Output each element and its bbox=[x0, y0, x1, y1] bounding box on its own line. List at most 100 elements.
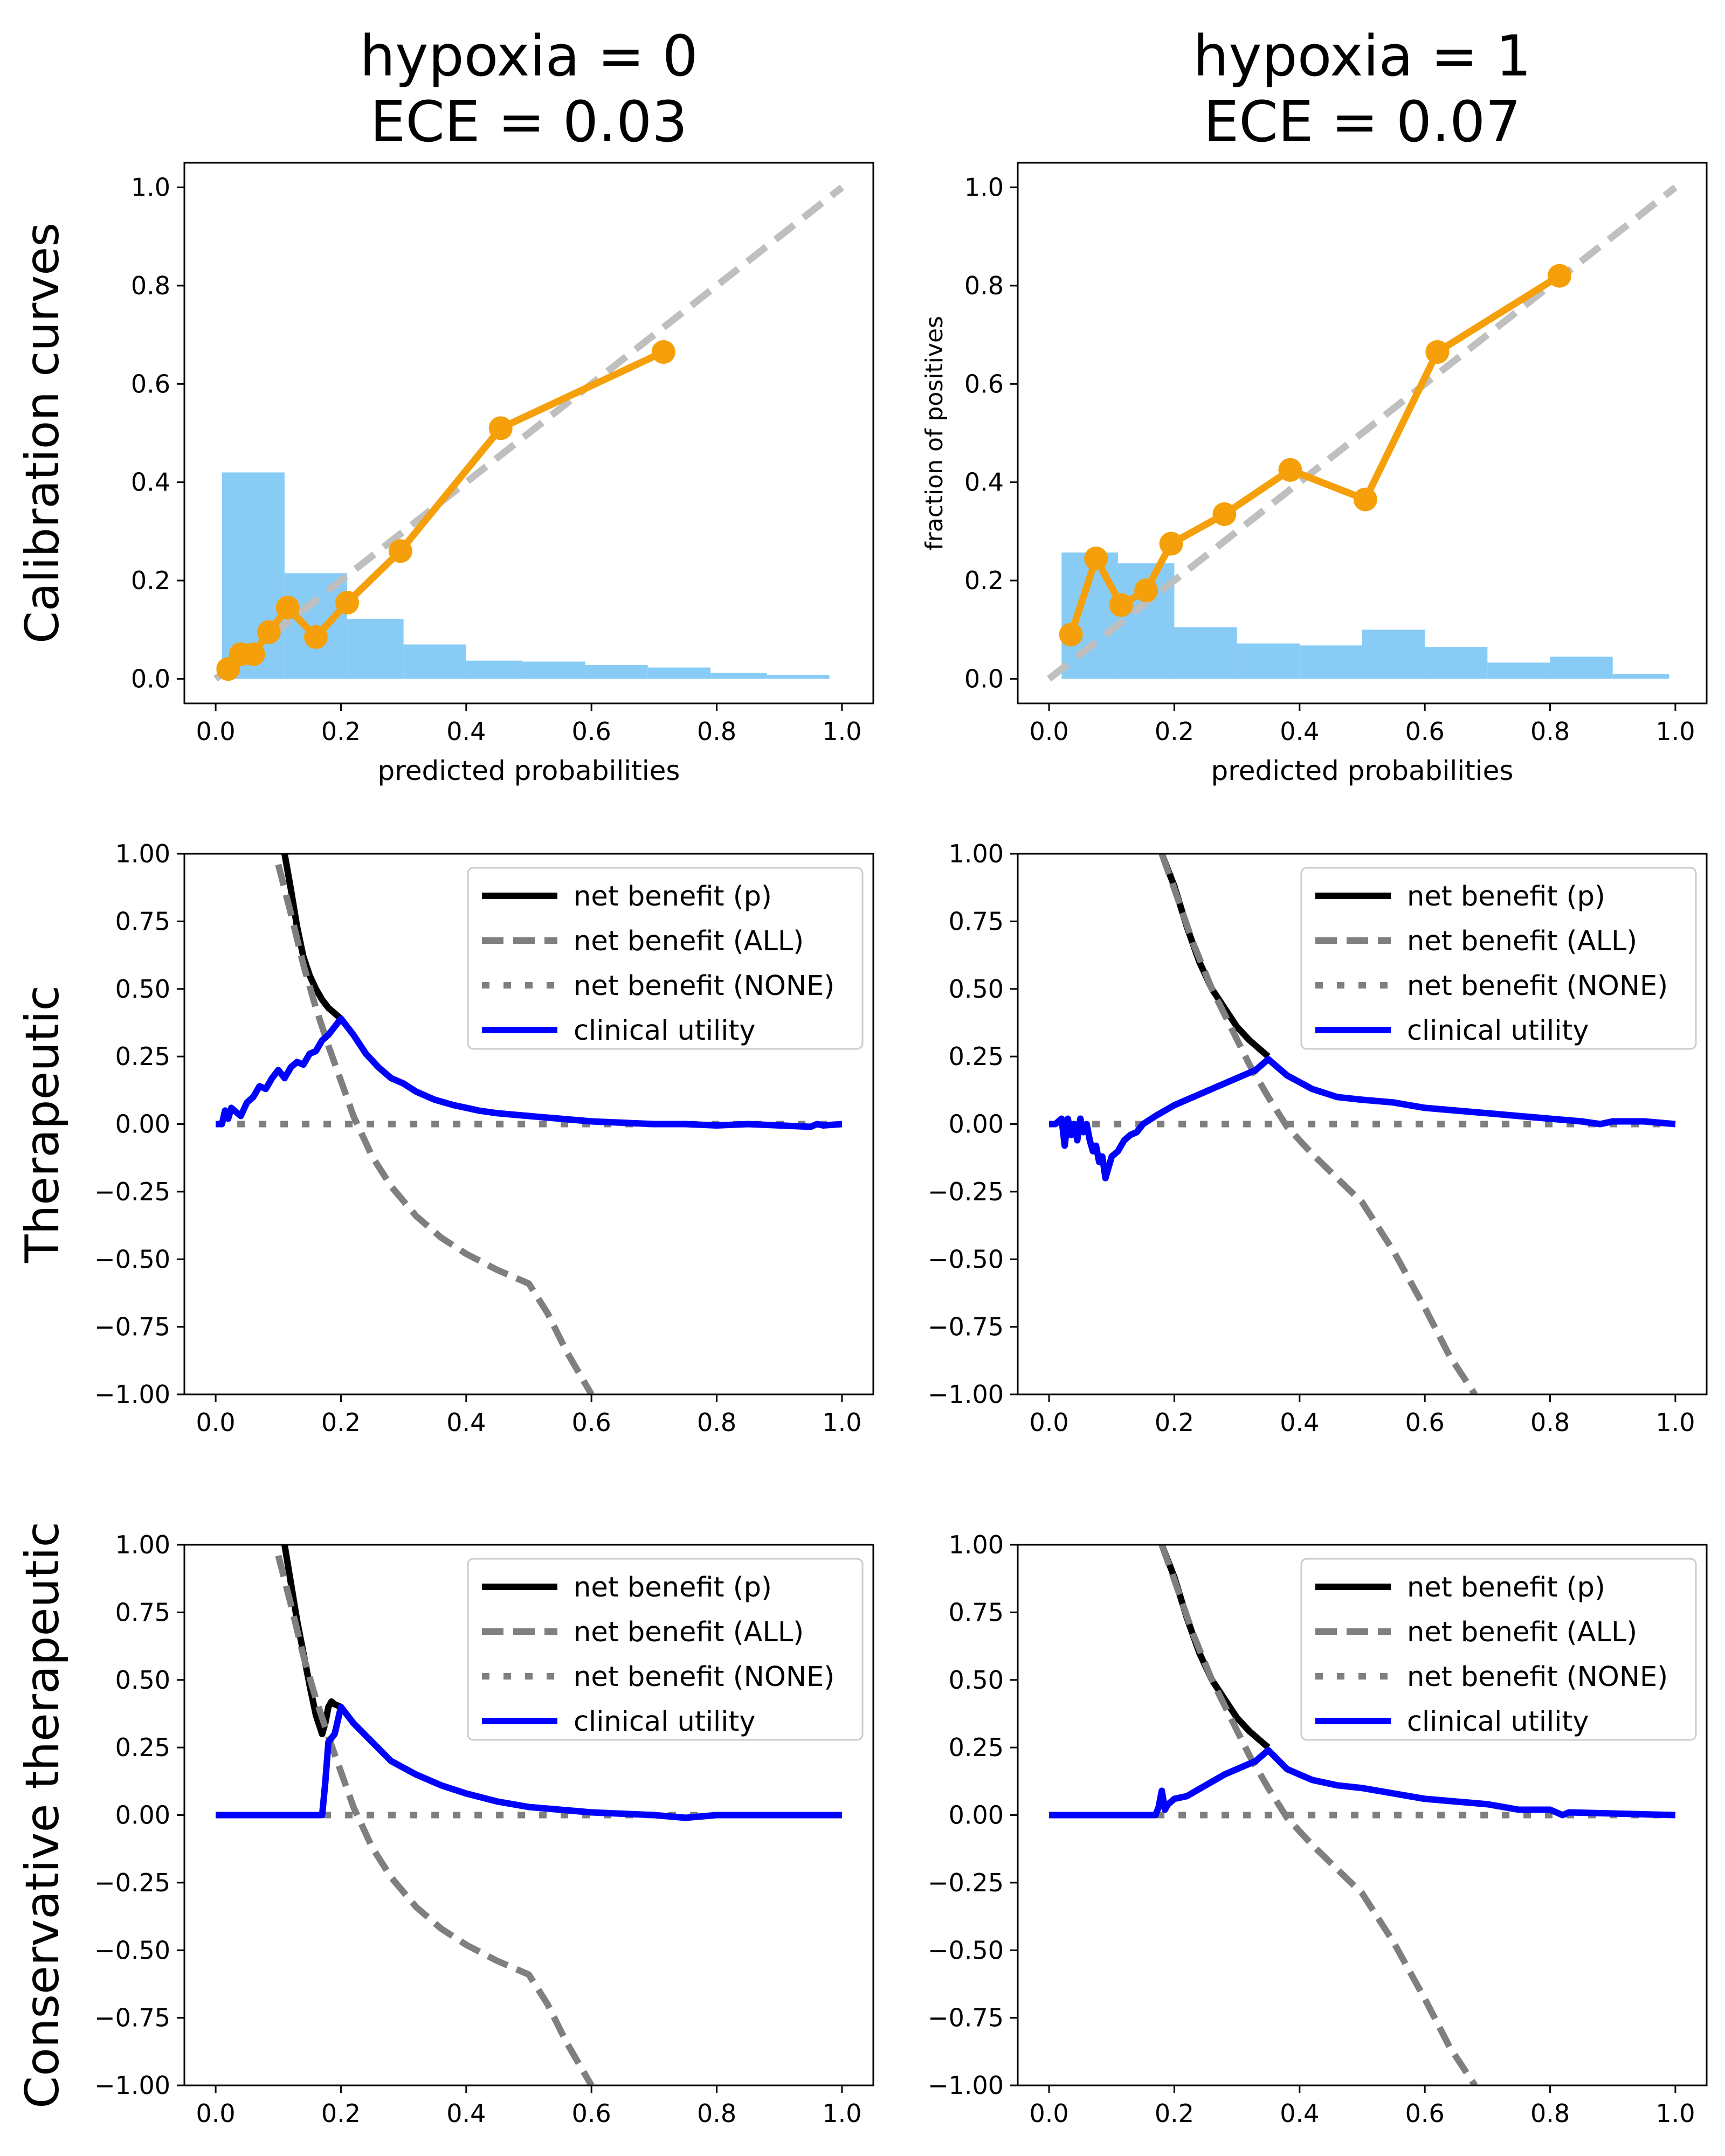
axes-frame bbox=[1017, 162, 1708, 704]
legend-box bbox=[1300, 1558, 1697, 1741]
calibration-point bbox=[1059, 623, 1083, 647]
x-tick-label: 1.0 bbox=[822, 1408, 861, 1437]
x-tick-label: 1.0 bbox=[1655, 2099, 1695, 2128]
calibration-point bbox=[1109, 593, 1133, 617]
x-tick-label: 0.6 bbox=[1405, 2099, 1445, 2128]
series-line-clinical-utility bbox=[216, 1703, 842, 1821]
x-tick-label: 0.2 bbox=[1155, 1408, 1194, 1437]
histogram-bar bbox=[647, 667, 710, 679]
y-tick-label: 0.50 bbox=[115, 1666, 170, 1695]
y-tick-label: −1.00 bbox=[94, 1380, 170, 1409]
y-tick-label: 0.0 bbox=[964, 664, 1004, 693]
column-title-line-1: hypoxia = 1 bbox=[1193, 23, 1531, 89]
y-axis-label: fraction of positives bbox=[921, 316, 948, 550]
y-tick-label: −0.25 bbox=[928, 1868, 1004, 1897]
y-tick-label: 0.50 bbox=[115, 975, 170, 1004]
y-tick-label: 0.2 bbox=[964, 566, 1004, 595]
y-tick-label: −0.75 bbox=[94, 1312, 170, 1342]
legend-label: net benefit (p) bbox=[574, 1572, 772, 1604]
legend-label: clinical utility bbox=[1407, 1706, 1589, 1738]
histogram-bar bbox=[585, 665, 648, 679]
histogram-bar bbox=[1174, 627, 1237, 679]
y-tick-label: 0.75 bbox=[949, 1598, 1004, 1627]
plot-area bbox=[1049, 854, 1676, 1394]
row-label: Therapeutic bbox=[16, 985, 70, 1263]
y-tick-label: −1.00 bbox=[928, 2071, 1004, 2100]
diagonal-reference-line bbox=[213, 184, 844, 682]
x-tick-label: 0.4 bbox=[1280, 717, 1319, 746]
legend-label: net benefit (p) bbox=[574, 881, 772, 913]
y-tick-label: 1.0 bbox=[131, 173, 170, 202]
x-tick-label: 0.0 bbox=[1030, 1408, 1069, 1437]
x-tick-label: 0.8 bbox=[1530, 2099, 1570, 2128]
x-tick-label: 0.0 bbox=[1030, 717, 1069, 746]
y-tick-label: 1.00 bbox=[115, 839, 170, 868]
calibration-point bbox=[1278, 458, 1302, 482]
calibration-point bbox=[388, 539, 412, 563]
calibration-point bbox=[1547, 264, 1571, 288]
legend-label: net benefit (NONE) bbox=[574, 970, 834, 1002]
x-tick-label: 0.6 bbox=[1405, 1408, 1445, 1437]
legend-label: net benefit (NONE) bbox=[1407, 970, 1668, 1002]
calibration-point bbox=[241, 642, 265, 666]
x-tick-label: 0.0 bbox=[196, 717, 236, 746]
histogram-bar bbox=[1299, 645, 1362, 679]
x-tick-label: 0.4 bbox=[446, 2099, 486, 2128]
x-tick-label: 0.0 bbox=[196, 1408, 236, 1437]
y-tick-label: 1.00 bbox=[949, 1530, 1004, 1559]
y-tick-label: −0.50 bbox=[94, 1245, 170, 1274]
y-tick-label: 0.4 bbox=[964, 468, 1004, 497]
y-tick-label: −0.75 bbox=[94, 2003, 170, 2033]
y-tick-label: −0.25 bbox=[928, 1177, 1004, 1206]
y-tick-label: 1.00 bbox=[949, 839, 1004, 868]
y-tick-label: 0.75 bbox=[115, 1598, 170, 1627]
legend-label: net benefit (p) bbox=[1407, 881, 1605, 913]
calibration-point bbox=[1159, 531, 1183, 556]
plot-area bbox=[216, 1545, 842, 2085]
series-line-calibration bbox=[1067, 273, 1562, 636]
histogram-bar bbox=[1425, 647, 1488, 679]
y-tick-label: 1.0 bbox=[964, 173, 1004, 202]
calibration-point bbox=[303, 625, 328, 649]
calibration-point bbox=[1212, 502, 1237, 526]
x-tick-label: 1.0 bbox=[1655, 1408, 1695, 1437]
x-tick-label: 0.2 bbox=[1155, 2099, 1194, 2128]
y-tick-label: 0.00 bbox=[115, 1801, 170, 1830]
diagonal-reference-line bbox=[1047, 184, 1678, 682]
axes-frame bbox=[183, 162, 874, 704]
x-tick-label: 0.2 bbox=[321, 1408, 361, 1437]
x-tick-label: 0.6 bbox=[1405, 717, 1445, 746]
row-label: Calibration curves bbox=[16, 223, 70, 644]
calibration-point bbox=[335, 591, 360, 615]
y-tick-label: 0.75 bbox=[949, 907, 1004, 936]
y-tick-label: 0.00 bbox=[949, 1110, 1004, 1139]
histogram-bar bbox=[522, 661, 585, 679]
y-tick-label: 0.25 bbox=[949, 1042, 1004, 1071]
calibration-point bbox=[1353, 487, 1377, 512]
x-tick-label: 0.8 bbox=[1530, 1408, 1570, 1437]
x-tick-label: 0.8 bbox=[697, 1408, 736, 1437]
calibration-point bbox=[1084, 547, 1108, 571]
y-tick-label: 0.8 bbox=[964, 271, 1004, 300]
histogram-bar bbox=[1550, 657, 1613, 679]
plot-area bbox=[213, 184, 844, 682]
legend-label: clinical utility bbox=[1407, 1015, 1589, 1047]
legend: net benefit (p) net benefit (ALL) net bene… bbox=[1300, 867, 1697, 1050]
legend-label: net benefit (ALL) bbox=[1407, 1616, 1637, 1648]
column-title-line-2: ECE = 0.03 bbox=[370, 89, 688, 155]
panel-4: 0.0 0.2 0.4 0.6 0.8 1.0 1.00 0.75 0.50 0.25 0.00 −0… bbox=[928, 839, 1708, 1437]
y-tick-label: 0.4 bbox=[131, 468, 170, 497]
legend-label: net benefit (ALL) bbox=[574, 925, 804, 957]
y-tick-label: 0.75 bbox=[115, 907, 170, 936]
x-tick-label: 0.4 bbox=[1280, 2099, 1319, 2128]
legend-box bbox=[467, 1558, 864, 1741]
column-title-line-1: hypoxia = 0 bbox=[360, 23, 698, 89]
x-tick-label: 0.2 bbox=[1155, 717, 1194, 746]
y-tick-label: 0.2 bbox=[131, 566, 170, 595]
x-tick-label: 0.8 bbox=[697, 2099, 736, 2128]
x-tick-label: 0.6 bbox=[572, 717, 611, 746]
legend-box bbox=[467, 867, 864, 1050]
panel-5: 0.0 0.2 0.4 0.6 0.8 1.0 1.00 0.75 0.50 0.25 0.00 −0… bbox=[16, 1522, 874, 2128]
y-tick-label: 0.8 bbox=[131, 271, 170, 300]
series-line-net-benefit-p bbox=[281, 1545, 342, 1738]
